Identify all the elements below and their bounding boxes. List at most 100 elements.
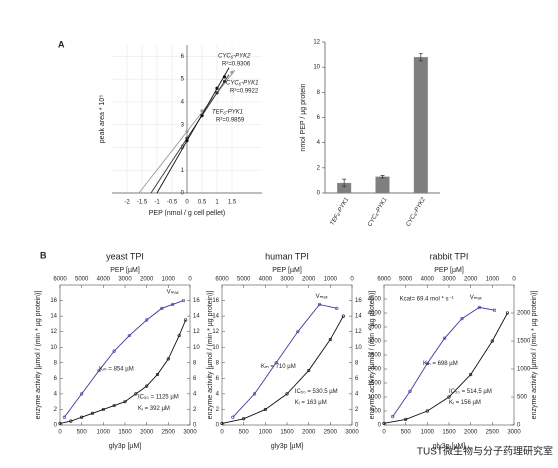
data-point bbox=[185, 139, 189, 143]
x2-tick-label: 0 bbox=[350, 277, 354, 283]
curve bbox=[392, 306, 495, 417]
y2-tick-label: 8 bbox=[193, 360, 197, 366]
y-tick-label: 4 bbox=[181, 100, 185, 106]
data-point bbox=[171, 302, 175, 307]
x2-tick-label: 3000 bbox=[280, 277, 294, 283]
data-point bbox=[112, 349, 116, 353]
x2-tick-label: 4000 bbox=[421, 277, 435, 283]
r-squared: R²=0.9922 bbox=[230, 89, 259, 95]
bar bbox=[413, 57, 428, 193]
x-tick-label: -0.5 bbox=[167, 200, 178, 206]
annotation: Vₘₐₓ bbox=[167, 290, 179, 296]
data-point bbox=[222, 75, 227, 79]
data-point bbox=[296, 330, 300, 334]
data-point bbox=[184, 318, 188, 322]
error-bar bbox=[342, 178, 347, 188]
annotation: Kcat= 69.4 mol * s⁻¹ bbox=[400, 297, 454, 303]
curve bbox=[232, 303, 337, 418]
x-tick-label: 500 bbox=[401, 430, 412, 436]
data-point bbox=[425, 409, 429, 413]
y2-tick-label: 16 bbox=[193, 298, 200, 304]
curve bbox=[383, 312, 508, 424]
y-tick-label: 6 bbox=[216, 376, 220, 382]
plot-frame bbox=[221, 284, 353, 426]
chart-title: rabbit TPI bbox=[430, 251, 469, 261]
data-point bbox=[382, 421, 386, 425]
y2-tick-label: 8 bbox=[355, 360, 359, 366]
y-tick-label: 2 bbox=[317, 165, 321, 171]
x-tick-label: 2500 bbox=[162, 430, 176, 436]
x-tick-label: -1 bbox=[154, 200, 160, 206]
x2-tick-label: 1000 bbox=[162, 277, 176, 283]
annotation: IC₅₀ = 514.5 µM bbox=[449, 389, 492, 395]
y2-tick-label: 14 bbox=[193, 314, 200, 320]
y-tick-label: 0 bbox=[54, 423, 58, 429]
data-point bbox=[328, 337, 332, 342]
chart-title: yeast TPI bbox=[106, 251, 144, 261]
error-bar bbox=[380, 175, 385, 179]
y-tick-label: 1000 bbox=[368, 395, 382, 401]
y2-tick-label: 6 bbox=[355, 376, 359, 382]
y-tick-label: 16 bbox=[50, 298, 57, 304]
data-point bbox=[230, 70, 234, 74]
annotation: Vₘₐₓ bbox=[316, 294, 328, 300]
y-tick-label: 4 bbox=[216, 391, 220, 397]
data-point bbox=[181, 298, 186, 303]
series-label: TEF₆-PYK1 bbox=[212, 110, 243, 116]
x-tick-label: 2500 bbox=[324, 430, 338, 436]
data-point bbox=[200, 113, 204, 118]
x2-tick-label: 1000 bbox=[324, 277, 338, 283]
data-point bbox=[112, 403, 116, 408]
data-point bbox=[443, 336, 447, 340]
annotation: Kᵢ = 156 µM bbox=[449, 400, 481, 406]
y-tick-label: 3000 bbox=[368, 339, 382, 345]
x-axis-label: gly3p [µM] bbox=[109, 443, 141, 450]
data-point bbox=[90, 411, 95, 415]
r-squared: R²=0.9859 bbox=[216, 118, 245, 124]
y2-tick-label: 10 bbox=[355, 345, 362, 351]
y-tick-label: 14 bbox=[212, 314, 219, 320]
y-tick-label: 1500 bbox=[368, 381, 382, 387]
fit-line bbox=[156, 67, 230, 194]
x2-axis-label: PEP [µM] bbox=[272, 267, 302, 274]
data-point bbox=[469, 373, 473, 377]
y2-tick-label: 0 bbox=[517, 423, 521, 429]
bar bbox=[337, 182, 352, 193]
x-tick-label: 0 bbox=[185, 200, 189, 206]
x-tick-label: 1500 bbox=[442, 430, 456, 436]
data-point bbox=[200, 109, 204, 113]
x-tick-label: 1.5 bbox=[228, 200, 237, 206]
x2-tick-label: 6000 bbox=[377, 277, 391, 283]
data-point bbox=[155, 372, 160, 377]
x-tick-label: 1000 bbox=[259, 430, 273, 436]
y-tick-label: 5 bbox=[181, 77, 185, 83]
x2-tick-label: 4000 bbox=[97, 277, 111, 283]
panel-label: B bbox=[40, 250, 47, 260]
data-point bbox=[263, 407, 267, 412]
x2-tick-label: 1000 bbox=[486, 277, 500, 283]
x2-tick-label: 2000 bbox=[464, 277, 478, 283]
data-point bbox=[80, 392, 84, 396]
data-point bbox=[215, 86, 219, 90]
x2-tick-label: 5000 bbox=[237, 277, 251, 283]
data-point bbox=[408, 389, 412, 394]
y-tick-label: 12 bbox=[50, 329, 57, 335]
data-point bbox=[62, 415, 66, 419]
x-tick-label: 500 bbox=[77, 430, 88, 436]
x-tick-label: 2000 bbox=[140, 430, 154, 436]
series-label: CYC₆-PYK1 bbox=[226, 81, 258, 87]
y-axis-label: nmol PEP / µg protein bbox=[300, 83, 307, 151]
x2-tick-label: 2000 bbox=[140, 277, 154, 283]
y-tick-label: 2 bbox=[54, 407, 58, 413]
bar bbox=[375, 176, 390, 193]
data-point bbox=[505, 311, 510, 315]
y-tick-label: 0 bbox=[378, 423, 382, 429]
data-point bbox=[460, 317, 464, 321]
curve bbox=[59, 319, 187, 424]
data-point bbox=[134, 392, 138, 396]
y2-tick-label: 2 bbox=[355, 407, 359, 413]
data-point bbox=[101, 407, 105, 412]
y2-tick-label: 1500 bbox=[517, 339, 531, 345]
y-tick-label: 3 bbox=[181, 122, 185, 128]
y-axis-label: peak area * 10⁵ bbox=[99, 95, 106, 144]
